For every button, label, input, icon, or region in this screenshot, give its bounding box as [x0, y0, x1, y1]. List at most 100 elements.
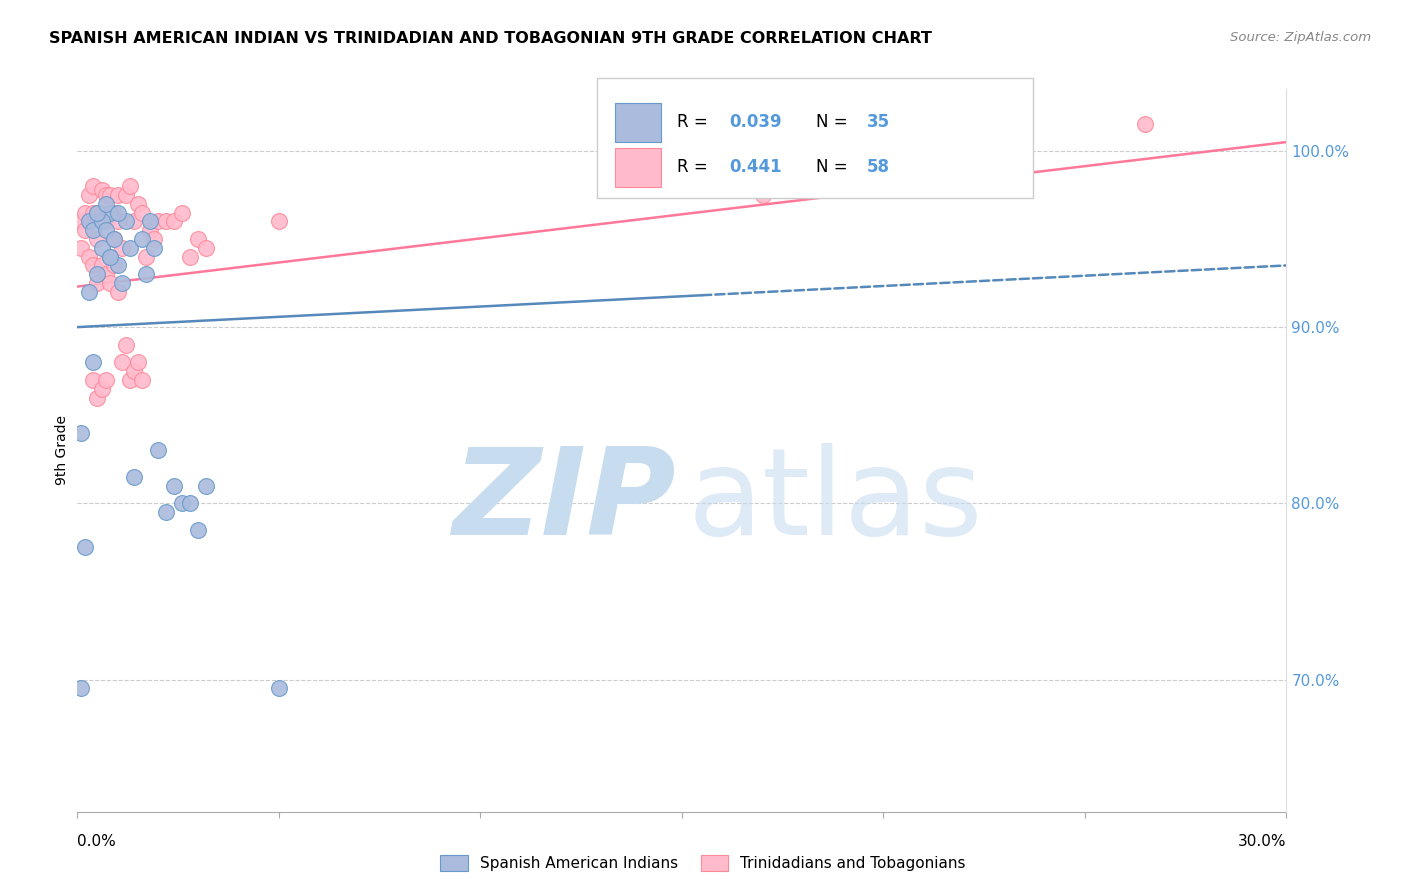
Point — [94, 373, 117, 387]
Point — [90, 241, 112, 255]
Point — [146, 443, 169, 458]
Point — [86, 391, 108, 405]
Point — [90, 382, 112, 396]
Point — [163, 479, 186, 493]
Point — [267, 681, 290, 696]
Point — [131, 373, 153, 387]
Point — [118, 241, 141, 255]
Point — [118, 179, 141, 194]
Point — [90, 183, 112, 197]
Point — [90, 259, 112, 273]
Point — [82, 179, 104, 194]
Point — [172, 496, 194, 510]
Text: 30.0%: 30.0% — [1239, 834, 1286, 849]
Point — [751, 188, 773, 202]
Point — [118, 373, 141, 387]
Point — [70, 214, 93, 228]
Point — [79, 214, 101, 228]
Point — [195, 479, 218, 493]
Point — [131, 232, 153, 246]
Point — [107, 285, 129, 299]
Point — [122, 470, 145, 484]
Point — [139, 214, 162, 228]
Text: 0.039: 0.039 — [730, 113, 782, 131]
Point — [155, 505, 177, 519]
Text: Source: ZipAtlas.com: Source: ZipAtlas.com — [1230, 31, 1371, 45]
Point — [111, 241, 134, 255]
Point — [79, 188, 101, 202]
Point — [179, 496, 201, 510]
Text: atlas: atlas — [688, 442, 984, 559]
Point — [90, 205, 112, 219]
Point — [86, 276, 108, 290]
Point — [94, 196, 117, 211]
Point — [90, 214, 112, 228]
Point — [114, 214, 136, 228]
Y-axis label: 9th Grade: 9th Grade — [55, 416, 69, 485]
Point — [75, 541, 97, 555]
Point — [103, 232, 125, 246]
Point — [86, 267, 108, 281]
Point — [155, 214, 177, 228]
Point — [993, 179, 1015, 194]
Text: N =: N = — [815, 158, 853, 177]
Point — [135, 250, 157, 264]
Text: ZIP: ZIP — [453, 442, 676, 559]
Point — [187, 523, 209, 537]
Point — [98, 188, 121, 202]
Point — [111, 276, 134, 290]
Point — [146, 214, 169, 228]
Point — [139, 223, 162, 237]
Point — [86, 205, 108, 219]
Point — [79, 214, 101, 228]
Point — [82, 355, 104, 369]
Point — [114, 337, 136, 351]
Text: R =: R = — [678, 158, 713, 177]
Point — [79, 250, 101, 264]
Point — [1135, 118, 1157, 132]
FancyBboxPatch shape — [616, 148, 661, 186]
Point — [75, 223, 97, 237]
Point — [135, 267, 157, 281]
FancyBboxPatch shape — [598, 78, 1032, 198]
Point — [82, 223, 104, 237]
Point — [195, 241, 218, 255]
Point — [98, 205, 121, 219]
Point — [82, 205, 104, 219]
Text: 0.441: 0.441 — [730, 158, 782, 177]
Point — [111, 355, 134, 369]
Point — [82, 259, 104, 273]
Point — [79, 285, 101, 299]
Point — [267, 214, 290, 228]
Point — [127, 355, 149, 369]
Point — [107, 214, 129, 228]
Text: N =: N = — [815, 113, 853, 131]
Point — [107, 188, 129, 202]
Point — [94, 214, 117, 228]
FancyBboxPatch shape — [616, 103, 661, 142]
Text: 58: 58 — [868, 158, 890, 177]
Point — [107, 205, 129, 219]
Point — [131, 205, 153, 219]
Text: SPANISH AMERICAN INDIAN VS TRINIDADIAN AND TOBAGONIAN 9TH GRADE CORRELATION CHAR: SPANISH AMERICAN INDIAN VS TRINIDADIAN A… — [49, 31, 932, 46]
Point — [94, 223, 117, 237]
Point — [187, 232, 209, 246]
Point — [114, 188, 136, 202]
Point — [70, 425, 93, 440]
Point — [94, 188, 117, 202]
Point — [70, 241, 93, 255]
Point — [122, 214, 145, 228]
Point — [142, 232, 165, 246]
Point — [127, 196, 149, 211]
Legend: Spanish American Indians, Trinidadians and Tobagonians: Spanish American Indians, Trinidadians a… — [434, 849, 972, 877]
Point — [70, 681, 93, 696]
Point — [122, 364, 145, 378]
Point — [98, 250, 121, 264]
Point — [82, 373, 104, 387]
Text: 0.0%: 0.0% — [77, 834, 117, 849]
Point — [103, 232, 125, 246]
Point — [107, 259, 129, 273]
Point — [179, 250, 201, 264]
Point — [75, 205, 97, 219]
Text: R =: R = — [678, 113, 713, 131]
